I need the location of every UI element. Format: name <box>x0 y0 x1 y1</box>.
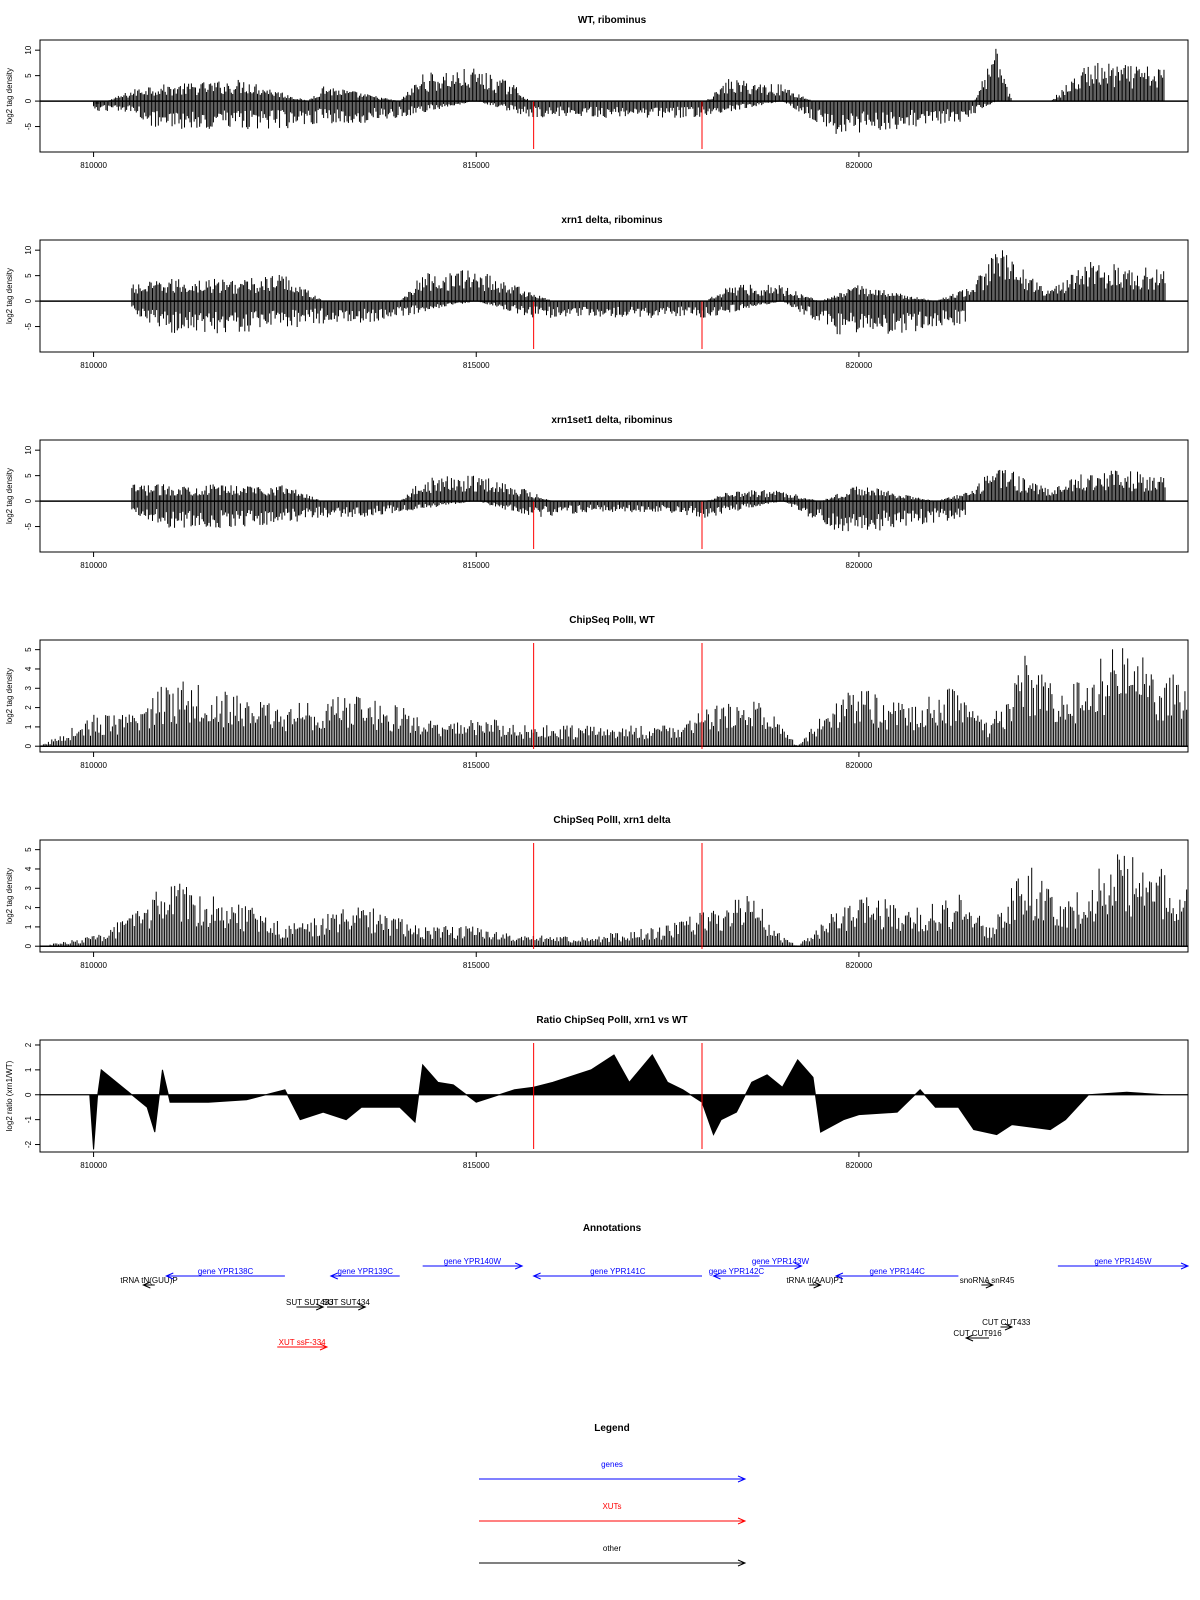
y-axis-label: log2 tag density <box>5 68 14 124</box>
chart-panel-3: xrn1set1 delta, ribominus log2 tag densit… <box>5 415 1189 570</box>
plot-frame <box>39 439 1189 553</box>
x-tick-label: 810000 <box>80 961 107 970</box>
x-tick-label: 815000 <box>463 361 490 370</box>
x-tick-label: 820000 <box>846 961 873 970</box>
y-tick-label: 3 <box>24 886 33 891</box>
plot-frame <box>39 239 1189 353</box>
x-tick-label: 815000 <box>463 161 490 170</box>
chart-panel-4: ChipSeq PolII, WT log2 tag density 0 1 2 3 4 5 8… <box>5 615 1189 770</box>
x-tick-label: 810000 <box>80 561 107 570</box>
y-tick-label: 1 <box>24 724 33 729</box>
data-bars <box>131 469 1166 532</box>
series-1 <box>93 48 1165 107</box>
chart-title: ChipSeq PolII, xrn1 delta <box>553 815 671 826</box>
x-tick-label: 820000 <box>846 361 873 370</box>
y-tick-label: 10 <box>24 45 33 54</box>
x-tick-label: 820000 <box>846 561 873 570</box>
chart-title: WT, ribominus <box>578 15 647 26</box>
chart-title: xrn1 delta, ribominus <box>561 215 663 226</box>
y-tick-label: 0 <box>24 743 33 748</box>
y-axis-label: log2 tag density <box>5 868 14 924</box>
x-tick-label: 810000 <box>80 761 107 770</box>
data-bars <box>93 48 1165 134</box>
x-tick-label: 810000 <box>80 361 107 370</box>
data-bars <box>41 854 1188 947</box>
y-tick-label: 10 <box>24 445 33 454</box>
data-bars <box>131 250 1166 335</box>
y-tick-label: -5 <box>24 522 33 530</box>
chart-panel-5: ChipSeq PolII, xrn1 delta log2 tag densit… <box>5 815 1189 970</box>
chart-title: xrn1set1 delta, ribominus <box>551 415 673 426</box>
x-tick-label: 815000 <box>463 761 490 770</box>
series-1 <box>41 648 1188 747</box>
series-1 <box>131 250 1166 302</box>
y-axis-label: log2 tag density <box>5 468 14 524</box>
y-tick-label: 5 <box>24 847 33 852</box>
y-tick-label: 5 <box>24 473 33 478</box>
y-tick-label: -5 <box>24 122 33 130</box>
x-tick-label: 820000 <box>846 761 873 770</box>
plot-frame <box>39 839 1189 953</box>
y-tick-label: 4 <box>24 666 33 671</box>
series-1 <box>41 854 1188 947</box>
data-bars <box>41 648 1188 747</box>
series-2 <box>131 301 966 335</box>
y-axis-label: log2 tag density <box>5 668 14 724</box>
x-tick-label: 815000 <box>463 961 490 970</box>
y-axis-label: log2 tag density <box>5 268 14 324</box>
y-tick-label: 0 <box>24 943 33 948</box>
x-tick-label: 815000 <box>463 561 490 570</box>
x-tick-label: 820000 <box>846 161 873 170</box>
y-tick-label: 0 <box>24 98 33 103</box>
y-tick-label: 5 <box>24 273 33 278</box>
y-tick-label: 5 <box>24 647 33 652</box>
chart-title: ChipSeq PolII, WT <box>569 615 655 626</box>
plot-frame <box>39 39 1189 153</box>
y-tick-label: 2 <box>24 705 33 710</box>
series-2 <box>93 101 997 134</box>
y-tick-label: 3 <box>24 686 33 691</box>
y-tick-label: 10 <box>24 245 33 254</box>
plot-frame <box>39 639 1189 753</box>
y-tick-label: 0 <box>24 498 33 503</box>
y-tick-label: 4 <box>24 866 33 871</box>
series-2 <box>131 501 966 532</box>
y-tick-label: 1 <box>24 924 33 929</box>
series-1 <box>131 469 1166 502</box>
chart-panel-2: xrn1 delta, ribominus log2 tag density -5 0… <box>5 215 1189 370</box>
x-tick-label: 810000 <box>80 161 107 170</box>
y-tick-label: -5 <box>24 322 33 330</box>
y-tick-label: 2 <box>24 905 33 910</box>
chart-panel-1: WT, ribominus log2 tag density -5 0 5 10 81000… <box>5 15 1189 170</box>
y-tick-label: 0 <box>24 298 33 303</box>
y-tick-label: 5 <box>24 73 33 78</box>
